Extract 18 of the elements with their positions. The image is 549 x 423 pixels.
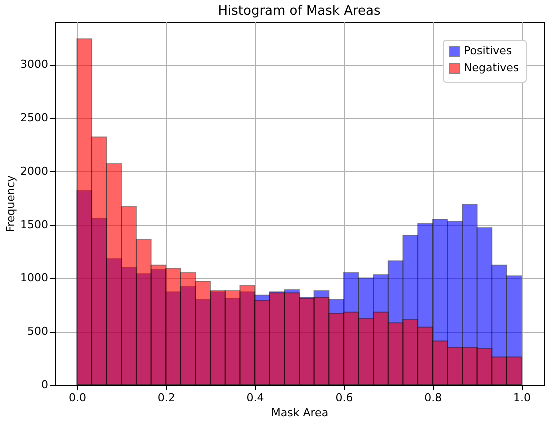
x-axis-title: Mask Area [271,406,329,420]
legend-label: Negatives [464,62,520,74]
x-tick-label: 0.4 [246,392,264,404]
y-tick-label: 1000 [20,272,48,285]
y-tick-label: 2000 [20,164,48,178]
chart-title: Histogram of Mask Areas [218,4,381,19]
x-tick-label: 0.0 [68,392,86,404]
y-tick-label: 3000 [20,58,48,72]
x-tick-label: 0.2 [158,392,176,404]
y-axis-title: Frequency [4,175,18,232]
y-tick-label: 500 [28,325,48,338]
legend-label: Positives [464,44,512,58]
x-tick-label: 1.0 [514,392,532,404]
y-tick-label: 0 [42,378,48,392]
x-tick-label: 0.6 [336,392,354,404]
y-tick-label: 2500 [20,112,48,125]
x-tick-label: 0.8 [424,392,442,404]
y-tick-label: 1500 [20,218,48,232]
